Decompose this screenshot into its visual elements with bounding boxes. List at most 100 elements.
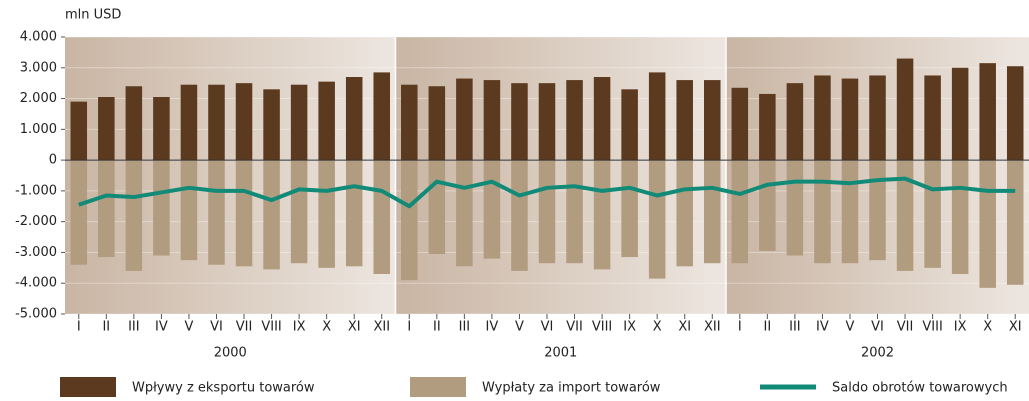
bar: [566, 160, 583, 264]
bar: [1006, 160, 1024, 285]
line: [78, 176, 1016, 209]
y-tick-label: 4.000: [20, 30, 57, 45]
bar: [263, 160, 280, 270]
x-tick-label: XI: [1009, 320, 1022, 335]
x-tick-label: III: [128, 320, 140, 335]
y-tick-label: 2.000: [20, 91, 57, 106]
bar: [593, 160, 611, 270]
bar: [703, 160, 721, 264]
y-tick-label: -4.000: [15, 276, 57, 291]
bar: [401, 160, 418, 281]
x-tick-label: VIII: [922, 320, 942, 335]
bar: [814, 160, 831, 264]
bar: [703, 80, 721, 161]
year-panel: [65, 37, 396, 314]
bar: [235, 160, 253, 267]
bar: [373, 72, 391, 161]
x-tick-label: II: [433, 320, 441, 335]
bar: [1006, 66, 1024, 161]
bar: [208, 160, 225, 265]
bar: [235, 83, 253, 161]
x-tick-label: IX: [623, 320, 636, 335]
bar: [676, 160, 693, 267]
x-tick-label: IV: [486, 320, 499, 335]
year-label: 2002: [861, 346, 894, 361]
bar: [869, 75, 886, 161]
bar: [841, 78, 859, 161]
bar: [373, 160, 391, 274]
bar: [70, 160, 88, 265]
bar: [979, 63, 996, 161]
x-tick-label: XII: [373, 320, 390, 335]
bar: [538, 160, 556, 264]
x-tick-label: X: [322, 320, 331, 335]
bar: [318, 160, 335, 268]
bar: [98, 97, 115, 161]
bar: [511, 160, 528, 271]
bar: [896, 58, 914, 161]
bar: [786, 160, 804, 256]
y-tick-label: 1.000: [20, 122, 57, 137]
bar: [98, 160, 115, 258]
bar: [180, 84, 198, 161]
bar: [263, 89, 280, 161]
bar: [869, 160, 886, 261]
x-tick-label: VI: [541, 320, 554, 335]
bar: [924, 75, 941, 161]
bar: [786, 83, 804, 161]
bar: [345, 77, 363, 161]
y-tick-label: 0: [49, 153, 57, 168]
x-tick-label: IX: [293, 320, 306, 335]
x-tick-label: V: [846, 320, 855, 335]
x-tick-label: X: [983, 320, 992, 335]
bar: [621, 160, 638, 258]
bar: [153, 97, 170, 161]
bar: [896, 160, 914, 271]
x-tick-label: II: [764, 320, 772, 335]
legend-label: Saldo obrotów towarowych: [832, 381, 1008, 396]
x-tick-label: III: [459, 320, 471, 335]
x-tick-label: X: [653, 320, 662, 335]
bar: [318, 81, 335, 161]
legend-swatch: [60, 377, 116, 397]
bar: [951, 160, 969, 274]
x-tick-label: VI: [210, 320, 223, 335]
x-tick-label: I: [738, 320, 742, 335]
x-tick-label: XII: [704, 320, 721, 335]
year-panel: [395, 37, 727, 314]
bar: [290, 84, 308, 161]
x-tick-label: I: [407, 320, 411, 335]
x-tick-label: VIII: [592, 320, 612, 335]
bar: [428, 160, 446, 254]
x-tick-label: IX: [954, 320, 967, 335]
x-tick-label: V: [184, 320, 193, 335]
bar: [814, 75, 831, 161]
bar: [125, 160, 143, 271]
bar: [841, 160, 859, 264]
bar: [676, 80, 693, 161]
x-tick-label: IV: [816, 320, 829, 335]
bar: [153, 160, 170, 256]
x-tick-label: III: [789, 320, 801, 335]
y-axis-label: mln USD: [65, 8, 121, 23]
bar: [483, 80, 501, 161]
bar: [208, 84, 225, 161]
x-tick-label: VIII: [261, 320, 281, 335]
bar: [511, 83, 528, 161]
bar: [483, 160, 501, 259]
legend-swatch: [410, 377, 466, 397]
legend-label: Wpływy z eksportu towarów: [132, 381, 315, 396]
y-tick-label: -2.000: [15, 214, 57, 229]
bar: [731, 87, 749, 161]
x-tick-label: IV: [155, 320, 168, 335]
bar: [731, 160, 749, 264]
bar: [538, 83, 556, 161]
y-tick-label: -1.000: [15, 183, 57, 198]
bar: [648, 72, 666, 161]
bar: [180, 160, 198, 261]
x-tick-label: XI: [348, 320, 361, 335]
bar: [759, 160, 776, 251]
bar: [401, 84, 418, 161]
bar: [345, 160, 363, 267]
